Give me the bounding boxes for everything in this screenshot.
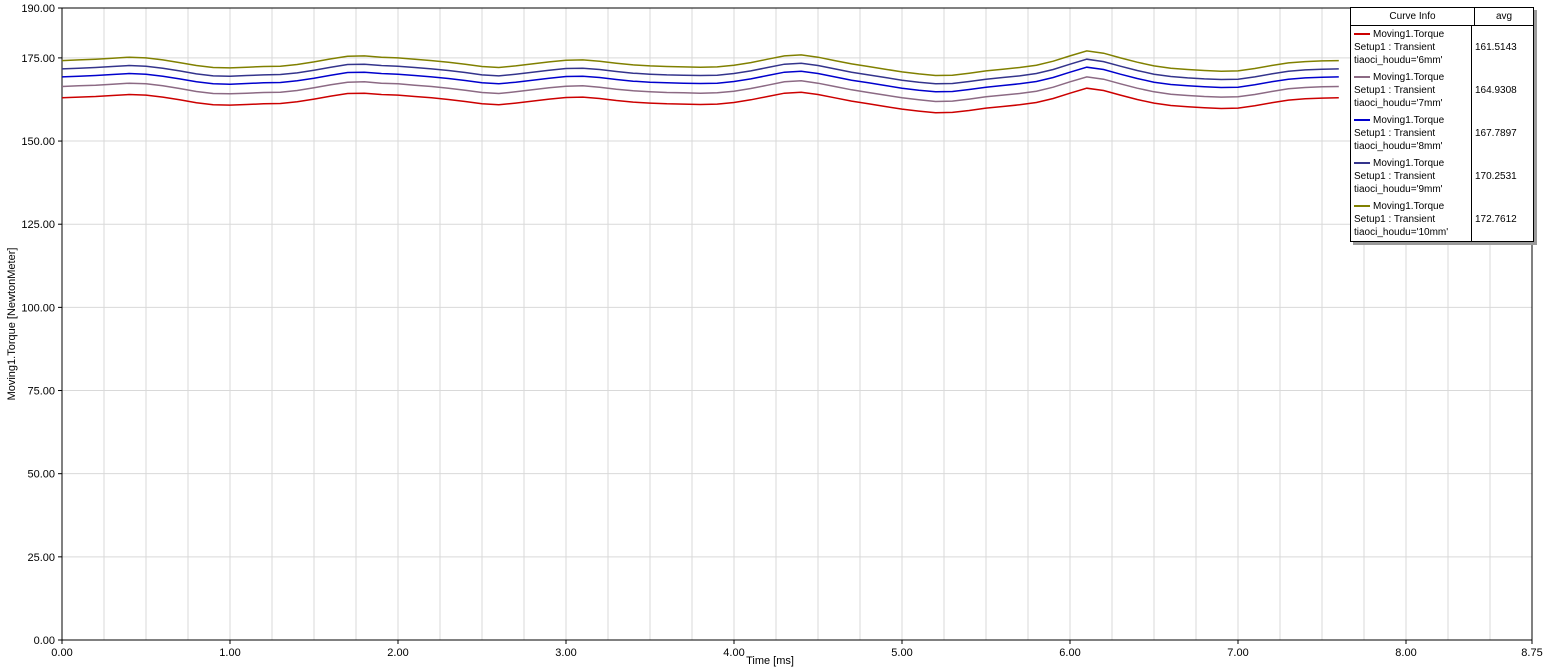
y-tick-label: 0.00 — [34, 635, 55, 647]
curve-info-text: Moving1.Torque Setup1 : Transient tiaoci_h… — [1351, 155, 1471, 198]
curve-variation-label: tiaoci_houdu='9mm' — [1354, 184, 1443, 195]
legend-row-6mm[interactable]: Moving1.Torque Setup1 : Transient tiaoci_h… — [1351, 26, 1533, 69]
curve-color-swatch — [1354, 119, 1370, 122]
x-tick-label: 2.00 — [387, 647, 408, 659]
axis-layer: 0.00 1.00 2.00 3.00 4.00 5.00 6.00 7.00 8.00 8.75… — [21, 3, 1542, 659]
y-tick-label: 100.00 — [21, 302, 55, 314]
y-tick-label: 175.00 — [21, 53, 55, 65]
x-tick-label: 7.00 — [1227, 647, 1248, 659]
curve-info-text: Moving1.Torque Setup1 : Transient tiaoci_h… — [1351, 112, 1471, 155]
y-axis-title: Moving1.Torque [NewtonMeter] — [6, 248, 18, 401]
curve-color-swatch — [1354, 205, 1370, 208]
curve-quantity-label: Moving1.Torque — [1354, 28, 1469, 41]
curve-setup-label: Setup1 : Transient — [1354, 85, 1436, 96]
curve-variation-label: tiaoci_houdu='6mm' — [1354, 55, 1443, 66]
y-tick-label: 50.00 — [27, 469, 55, 481]
x-tick-label: 4.00 — [723, 647, 744, 659]
legend-header-avg: avg — [1474, 8, 1533, 25]
curve-quantity-label: Moving1.Torque — [1354, 200, 1469, 213]
y-tick-label: 190.00 — [21, 3, 55, 15]
curve-variation-label: tiaoci_houdu='7mm' — [1354, 98, 1443, 109]
curve-avg-value: 167.7897 — [1471, 112, 1533, 155]
x-tick-label: 8.75 — [1521, 647, 1542, 659]
series-line-7mm — [61, 76, 1339, 103]
series-layer — [61, 50, 1339, 114]
curve-quantity-label: Moving1.Torque — [1354, 71, 1469, 84]
grid-layer — [62, 8, 1532, 640]
x-tick-label: 5.00 — [891, 647, 912, 659]
legend-header: Curve Info avg — [1351, 8, 1533, 26]
legend-header-curve-info: Curve Info — [1389, 11, 1436, 22]
x-tick-label: 3.00 — [555, 647, 576, 659]
series-line-9mm — [61, 58, 1339, 85]
series-line-8mm — [61, 66, 1339, 93]
series-line-10mm — [61, 50, 1339, 77]
x-tick-label: 0.00 — [51, 647, 72, 659]
legend-row-9mm[interactable]: Moving1.Torque Setup1 : Transient tiaoci_h… — [1351, 155, 1533, 198]
curve-color-swatch — [1354, 76, 1370, 79]
legend-row-10mm[interactable]: Moving1.Torque Setup1 : Transient tiaoci_h… — [1351, 198, 1533, 241]
curve-info-text: Moving1.Torque Setup1 : Transient tiaoci_h… — [1351, 198, 1471, 241]
y-tick-label: 25.00 — [27, 552, 55, 564]
x-tick-label: 8.00 — [1395, 647, 1416, 659]
legend-body: Moving1.Torque Setup1 : Transient tiaoci_h… — [1351, 26, 1533, 241]
curve-avg-value: 172.7612 — [1471, 198, 1533, 241]
x-tick-label: 1.00 — [219, 647, 240, 659]
plot-border — [61, 7, 1533, 641]
y-tick-label: 150.00 — [21, 136, 55, 148]
y-tick-label: 125.00 — [21, 219, 55, 231]
curve-avg-value: 161.5143 — [1471, 26, 1533, 69]
curve-info-text: Moving1.Torque Setup1 : Transient tiaoci_h… — [1351, 26, 1471, 69]
curve-setup-label: Setup1 : Transient — [1354, 128, 1436, 139]
legend-row-7mm[interactable]: Moving1.Torque Setup1 : Transient tiaoci_h… — [1351, 69, 1533, 112]
curve-color-swatch — [1354, 162, 1370, 165]
curve-avg-value: 170.2531 — [1471, 155, 1533, 198]
curve-quantity-label: Moving1.Torque — [1354, 114, 1469, 127]
curve-avg-value: 164.9308 — [1471, 69, 1533, 112]
legend-row-8mm[interactable]: Moving1.Torque Setup1 : Transient tiaoci_h… — [1351, 112, 1533, 155]
y-tick-label: 75.00 — [27, 386, 55, 398]
legend: Curve Info avg Moving1.Torque Setup1 : Tr… — [1350, 7, 1534, 242]
curve-setup-label: Setup1 : Transient — [1354, 171, 1436, 182]
x-tick-label: 6.00 — [1059, 647, 1080, 659]
curve-quantity-label: Moving1.Torque — [1354, 157, 1469, 170]
curve-color-swatch — [1354, 33, 1370, 36]
curve-setup-label: Setup1 : Transient — [1354, 42, 1436, 53]
curve-variation-label: tiaoci_houdu='10mm' — [1354, 227, 1449, 238]
series-line-6mm — [61, 87, 1339, 114]
x-axis-title: Time [ms] — [746, 655, 794, 667]
curve-info-text: Moving1.Torque Setup1 : Transient tiaoci_h… — [1351, 69, 1471, 112]
curve-setup-label: Setup1 : Transient — [1354, 214, 1436, 225]
curve-variation-label: tiaoci_houdu='8mm' — [1354, 141, 1443, 152]
